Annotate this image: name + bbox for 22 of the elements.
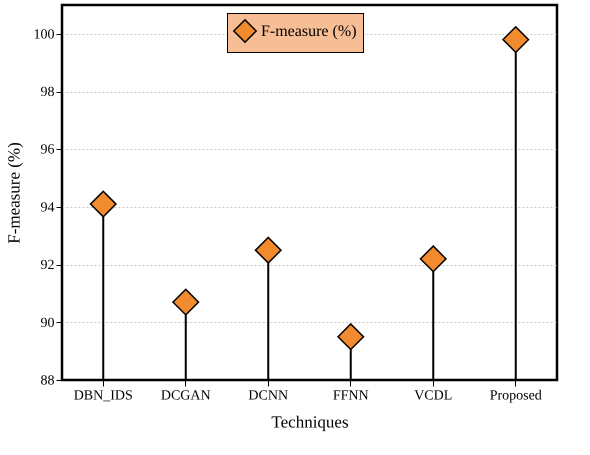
x-tick-label: DCGAN xyxy=(160,388,211,404)
y-tick-label: 90 xyxy=(40,316,54,331)
point xyxy=(90,190,117,218)
x-tick-label: FFNN xyxy=(332,388,369,404)
point xyxy=(172,288,200,316)
point xyxy=(420,245,447,272)
y-axis-title: F-measure (%) xyxy=(4,142,24,244)
x-tick-label: VCDL xyxy=(414,388,452,404)
point xyxy=(254,236,282,264)
x-tick-label: Proposed xyxy=(490,388,542,404)
y-tick-label: 98 xyxy=(40,85,54,100)
point xyxy=(337,323,364,350)
point xyxy=(502,26,530,54)
x-axis-title: Techniques xyxy=(271,412,349,432)
y-tick-label: 94 xyxy=(40,200,54,216)
x-tick-label: DCNN xyxy=(248,388,288,404)
y-tick-label: 96 xyxy=(40,142,54,158)
y-tick-label: 88 xyxy=(40,374,54,388)
y-tick-label: 92 xyxy=(40,258,54,274)
y-tick-label: 100 xyxy=(34,27,54,42)
legend-label: F-measure (%) xyxy=(261,23,357,40)
x-tick-label: DBN_IDS xyxy=(74,388,133,404)
